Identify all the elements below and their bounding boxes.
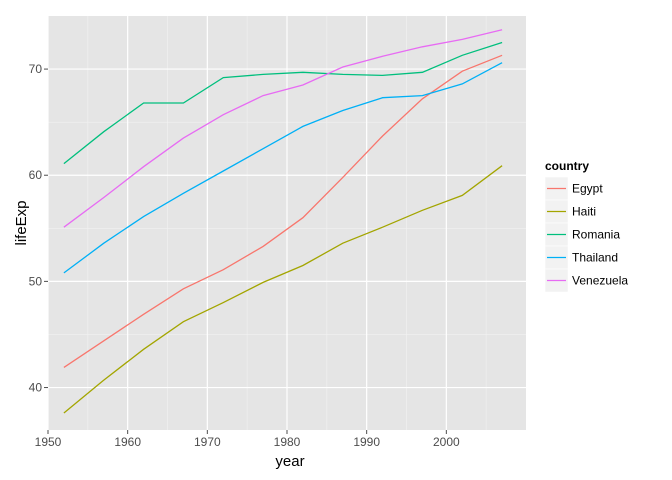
y-tick-label: 50: [29, 274, 43, 288]
x-tick-label: 1990: [353, 435, 380, 449]
x-tick-label: 1980: [274, 435, 301, 449]
legend: country Egypt Haiti Romania Thailand Venezue…: [544, 159, 628, 293]
legend-label: Venezuela: [572, 274, 628, 288]
legend-label: Thailand: [572, 251, 618, 265]
x-axis-title: year: [275, 453, 304, 470]
x-tick-label: 1960: [114, 435, 141, 449]
legend-item-thailand: Thailand: [544, 245, 618, 270]
legend-label: Romania: [572, 228, 620, 242]
legend-items: Egypt Haiti Romania Thailand Venezuela: [544, 176, 628, 293]
legend-item-venezuela: Venezuela: [544, 268, 628, 293]
series-line-thailand: [63, 62, 503, 274]
series-lines: [63, 29, 503, 414]
y-axis: 40 50 60 70: [29, 62, 48, 395]
legend-label: Egypt: [572, 182, 603, 196]
legend-item-haiti: Haiti: [544, 199, 596, 224]
x-tick-label: 1970: [194, 435, 221, 449]
x-axis: 1950 1960 1970 1980 1990 2000: [35, 430, 460, 449]
y-axis-title: lifeExp: [13, 200, 30, 245]
x-tick-label: 1950: [35, 435, 62, 449]
x-tick-label: 2000: [433, 435, 460, 449]
y-tick-label: 40: [29, 381, 43, 395]
legend-item-romania: Romania: [544, 222, 620, 247]
y-tick-label: 70: [29, 62, 43, 76]
legend-item-egypt: Egypt: [544, 176, 603, 201]
series-line-romania: [63, 41, 503, 165]
legend-label: Haiti: [572, 205, 596, 219]
legend-title: country: [545, 159, 589, 173]
series-line-haiti: [63, 165, 503, 414]
series-line-venezuela: [63, 29, 503, 228]
y-tick-label: 60: [29, 168, 43, 182]
